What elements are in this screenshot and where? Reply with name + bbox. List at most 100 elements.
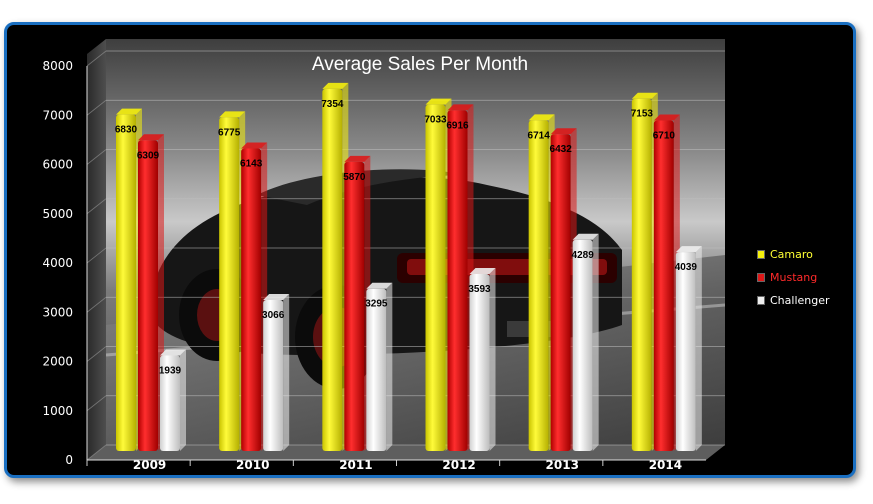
- chart-title: Average Sales Per Month: [312, 54, 528, 75]
- bar-top: [653, 114, 680, 121]
- bar-top: [469, 268, 496, 275]
- y-tick-label: 2000: [42, 355, 73, 369]
- value-label: 6775: [218, 127, 241, 138]
- bar-side: [592, 233, 599, 451]
- bar-top: [425, 98, 452, 105]
- bar-challenger-2010: [263, 299, 284, 451]
- value-label: 6143: [240, 158, 263, 169]
- legend-label-camaro: Camaro: [770, 248, 813, 261]
- bar-mustang-2013: [550, 134, 571, 451]
- value-label: 6830: [115, 125, 138, 136]
- y-tick-label: 1000: [42, 404, 73, 418]
- x-tick-label: 2013: [546, 458, 579, 472]
- chart-frame: 6830 6309 1939 6775 6143 3066 7354 5870 3295 7033…: [4, 22, 856, 478]
- value-label: 6714: [528, 130, 551, 141]
- bar-challenger-2014: [675, 252, 696, 451]
- bar-top: [263, 293, 290, 300]
- y-tick-label: 7000: [42, 108, 73, 122]
- value-label: 6710: [653, 131, 676, 142]
- gridline-side: [86, 444, 107, 461]
- bar-mustang-2010: [241, 148, 262, 451]
- bar-top: [241, 142, 268, 149]
- gridlines: [86, 50, 725, 461]
- value-label: 7033: [424, 115, 447, 126]
- legend-label-challenger: Challenger: [770, 294, 830, 307]
- legend: Camaro Mustang Challenger: [743, 243, 836, 316]
- x-tick-label: 2009: [133, 458, 166, 472]
- gridline-side: [86, 99, 107, 116]
- bar-side: [180, 349, 186, 451]
- gridline-side: [86, 247, 107, 264]
- legend-swatch-mustang: [757, 273, 765, 282]
- y-axis: 0 1000 2000 3000 4000 5000 6000 7000 8000: [42, 59, 88, 467]
- bar-top: [366, 282, 393, 289]
- bar-top: [528, 114, 555, 121]
- bar-mustang-2011: [344, 161, 365, 451]
- legend-item-camaro[interactable]: Camaro: [743, 243, 836, 266]
- bar-top: [631, 92, 658, 99]
- x-tick-label: 2010: [236, 458, 269, 472]
- legend-item-mustang[interactable]: Mustang: [743, 266, 836, 289]
- legend-swatch-challenger: [757, 296, 765, 305]
- y-tick-label: 5000: [42, 207, 73, 221]
- bar-side: [695, 246, 702, 451]
- bar-top: [219, 111, 246, 118]
- x-tick-label: 2014: [649, 458, 682, 472]
- legend-swatch-camaro: [757, 250, 765, 259]
- value-label: 1939: [159, 366, 182, 377]
- bar-top: [550, 128, 577, 135]
- value-label: 7153: [631, 109, 654, 120]
- value-label: 6309: [137, 150, 160, 161]
- bars-group: [116, 82, 702, 452]
- bar-top: [138, 134, 164, 141]
- y-tick-label: 3000: [42, 305, 73, 319]
- bar-mustang-2014: [653, 120, 674, 451]
- value-label: 3066: [262, 310, 285, 321]
- value-label: 7354: [321, 99, 344, 110]
- bar-mustang-2012: [447, 110, 468, 452]
- gridline-side: [86, 395, 107, 412]
- y-tick-label: 4000: [42, 256, 73, 270]
- x-tick-label: 2012: [442, 458, 475, 472]
- x-tick-label: 2011: [339, 458, 372, 472]
- bar-camaro-2012: [425, 104, 446, 451]
- legend-label-mustang: Mustang: [770, 271, 818, 284]
- bar-top: [160, 349, 186, 356]
- value-label: 4289: [572, 250, 595, 261]
- y-tick-label: 0: [65, 453, 73, 467]
- x-axis: 2009 2010 2011 2012 2013 2014: [86, 458, 706, 472]
- bar-top: [675, 246, 702, 253]
- y-tick-label: 8000: [42, 59, 73, 73]
- legend-item-challenger[interactable]: Challenger: [743, 289, 836, 312]
- bar-top: [447, 104, 474, 111]
- chart-side-wall: [87, 39, 106, 460]
- value-label: 3295: [365, 299, 388, 310]
- bar-challenger-2009: [160, 355, 180, 451]
- bar-side: [489, 268, 496, 451]
- bar-camaro-2011: [322, 88, 343, 452]
- value-label: 6916: [446, 120, 469, 131]
- bar-challenger-2013: [572, 239, 593, 451]
- bar-top: [572, 233, 599, 240]
- value-label: 5870: [343, 172, 366, 183]
- bar-top: [344, 155, 371, 162]
- gridline-side: [86, 346, 107, 362]
- bar-challenger-2011: [366, 288, 387, 451]
- bar-camaro-2013: [528, 120, 549, 451]
- gridline-side: [86, 149, 107, 165]
- bar-side: [386, 282, 393, 451]
- bar-camaro-2010: [219, 117, 240, 452]
- bar-side: [283, 293, 290, 451]
- value-labels-group: 6830 6309 1939 6775 6143 3066 7354 5870 3295 7033…: [115, 99, 698, 377]
- gridline-side: [86, 198, 107, 215]
- bar-mustang-2009: [138, 140, 158, 452]
- bar-top: [116, 108, 142, 115]
- bar-camaro-2009: [116, 114, 136, 451]
- bar-camaro-2014: [631, 98, 652, 451]
- gridline-side: [86, 296, 107, 313]
- value-label: 3593: [468, 284, 491, 295]
- value-label: 6432: [550, 144, 573, 155]
- value-label: 4039: [675, 262, 698, 273]
- bar-top: [322, 82, 349, 89]
- y-tick-label: 6000: [42, 158, 73, 172]
